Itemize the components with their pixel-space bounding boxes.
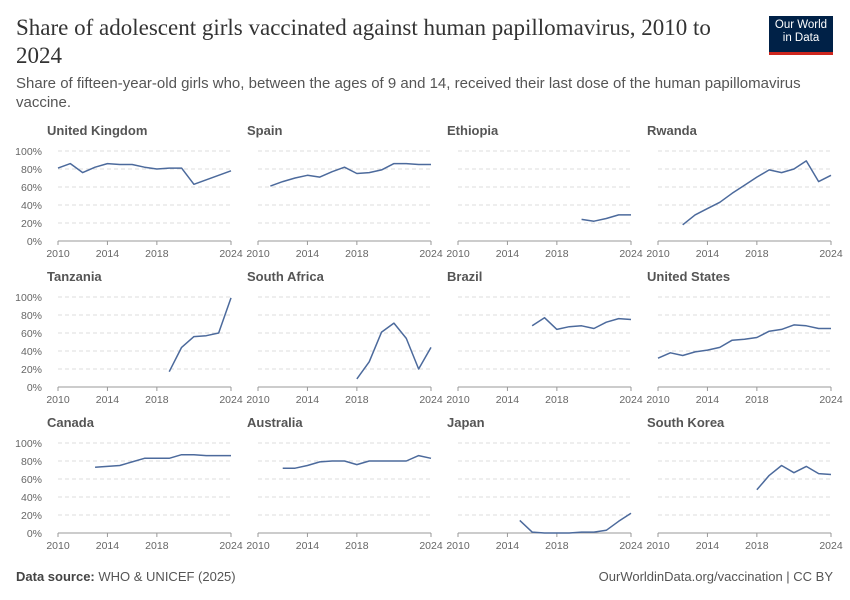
logo[interactable]: Our World in Data [769,16,833,55]
x-tick-label: 2010 [46,540,70,552]
y-tick-label: 40% [21,200,42,212]
y-tick-label: 60% [21,474,42,486]
x-tick-label: 2010 [46,394,70,406]
x-tick-label: 2024 [219,394,243,406]
y-tick-label: 80% [21,164,42,176]
line [682,160,832,226]
line [270,162,431,187]
panel-title: South Korea [647,415,725,430]
x-tick-label: 2024 [819,540,843,552]
x-tick-label: 2010 [246,540,270,552]
panel-title: Tanzania [47,269,102,284]
url[interactable]: OurWorldinData.org/vaccination | CC BY [598,569,833,584]
panel-title: Canada [47,415,95,430]
x-tick-label: 2024 [419,394,443,406]
title: Share of adolescent girls vaccinated aga… [16,15,711,68]
x-tick-label: 2014 [696,248,720,260]
x-tick-label: 2024 [419,248,443,260]
y-tick-label: 20% [21,218,42,230]
x-tick-label: 2024 [619,248,643,260]
y-tick-label: 20% [21,510,42,522]
source: Data source: WHO & UNICEF (2025) [16,569,236,584]
x-tick-label: 2010 [246,394,270,406]
source-name: WHO & UNICEF (2025) [98,569,236,584]
x-tick-label: 2014 [296,394,320,406]
subtitle: Share of fifteen-year-old girls who, bet… [16,75,801,111]
y-tick-label: 0% [27,382,42,394]
x-tick-label: 2018 [545,394,569,406]
x-tick-label: 2014 [96,248,120,260]
line [531,316,632,331]
x-tick-label: 2018 [345,394,369,406]
panel-title: United States [647,269,730,284]
x-tick-label: 2014 [96,394,120,406]
x-tick-label: 2024 [819,248,843,260]
x-tick-label: 2014 [296,540,320,552]
x-tick-label: 2018 [545,248,569,260]
line [168,297,232,373]
panel-title: Australia [247,415,303,430]
x-tick-label: 2018 [145,540,169,552]
x-tick-label: 2010 [46,248,70,260]
x-tick-label: 2024 [619,394,643,406]
y-tick-label: 60% [21,328,42,340]
x-tick-label: 2010 [646,394,670,406]
x-tick-label: 2010 [446,540,470,552]
x-tick-label: 2014 [696,540,720,552]
y-tick-label: 80% [21,310,42,322]
line [657,324,831,359]
x-tick-label: 2024 [419,540,443,552]
x-tick-label: 2024 [819,394,843,406]
line [519,512,632,534]
x-tick-label: 2014 [296,248,320,260]
x-tick-label: 2018 [145,248,169,260]
y-tick-label: 20% [21,364,42,376]
x-tick-label: 2014 [696,394,720,406]
x-tick-label: 2014 [496,540,520,552]
x-tick-label: 2010 [246,248,270,260]
x-tick-label: 2018 [345,248,369,260]
y-tick-label: 40% [21,346,42,358]
x-tick-label: 2018 [545,540,569,552]
x-tick-label: 2018 [345,540,369,552]
panel-title: Spain [247,123,282,138]
line [95,453,231,469]
line [756,464,832,491]
line [282,454,432,469]
x-tick-label: 2018 [745,248,769,260]
panel-title: Japan [447,415,485,430]
line [581,214,631,222]
line [57,162,232,186]
y-tick-label: 100% [15,292,42,304]
line [356,322,432,380]
x-tick-label: 2018 [745,540,769,552]
source-label: Data source: [16,569,95,584]
y-tick-label: 100% [15,438,42,450]
x-tick-label: 2014 [96,540,120,552]
x-tick-label: 2018 [745,394,769,406]
y-tick-label: 60% [21,182,42,194]
y-tick-label: 80% [21,456,42,468]
x-tick-label: 2014 [496,394,520,406]
panel-title: Rwanda [647,123,698,138]
panel-title: Brazil [447,269,482,284]
x-tick-label: 2010 [646,540,670,552]
x-tick-label: 2010 [446,394,470,406]
y-tick-label: 0% [27,236,42,248]
y-tick-label: 0% [27,528,42,540]
y-tick-label: 100% [15,146,42,158]
y-tick-label: 40% [21,492,42,504]
x-tick-label: 2010 [646,248,670,260]
x-tick-label: 2014 [496,248,520,260]
x-tick-label: 2024 [219,248,243,260]
panel-title: United Kingdom [47,123,147,138]
x-tick-label: 2010 [446,248,470,260]
panel-title: South Africa [247,269,325,284]
x-tick-label: 2018 [145,394,169,406]
x-tick-label: 2024 [219,540,243,552]
x-tick-label: 2024 [619,540,643,552]
panel-title: Ethiopia [447,123,499,138]
